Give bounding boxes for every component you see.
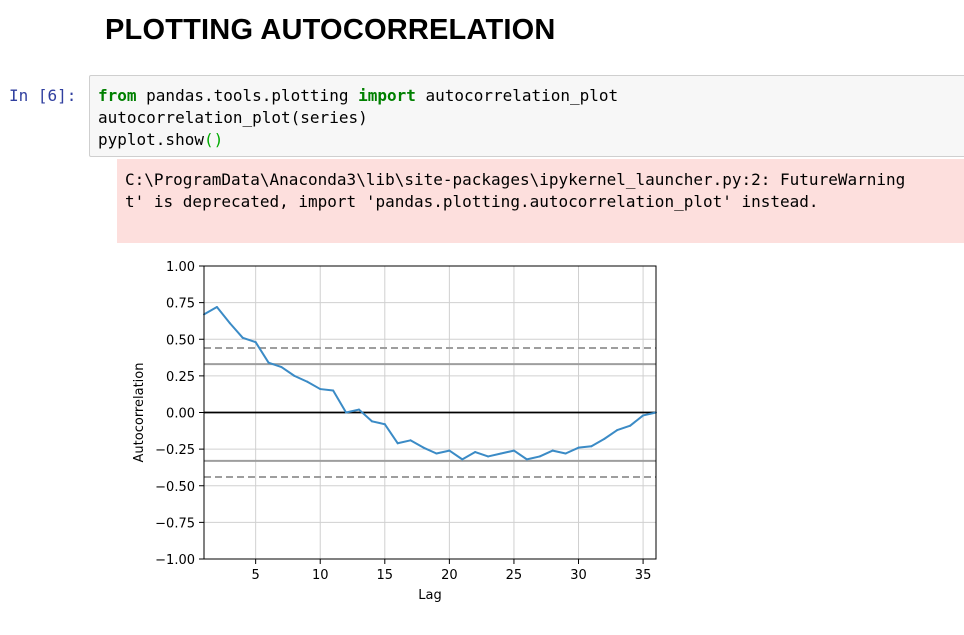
autocorrelation-segment [280, 366, 296, 377]
x-tick-label: 25 [506, 568, 523, 583]
autocorrelation-segment [267, 361, 283, 369]
x-tick-label: 10 [312, 568, 329, 583]
autocorrelation-segment [319, 388, 335, 392]
warning-output: C:\ProgramData\Anaconda3\lib\site-packag… [117, 159, 964, 243]
y-tick-label: 0.00 [166, 407, 195, 422]
y-tick-label: −1.00 [155, 553, 195, 568]
autocorrelation-segment [616, 424, 632, 432]
autocorrelation-segment [603, 429, 619, 440]
y-tick-label: −0.50 [155, 480, 195, 495]
y-tick-label: 0.25 [166, 370, 195, 385]
autocorrelation-segment [435, 449, 451, 455]
y-tick-label: 1.00 [166, 260, 195, 275]
warning-text: C:\ProgramData\Anaconda3\lib\site-packag… [125, 169, 905, 213]
y-axis-label: Autocorrelation [132, 363, 147, 463]
x-tick-label: 5 [252, 568, 260, 583]
code-line: autocorrelation_plot(series) [98, 107, 618, 129]
autocorrelation-segment [215, 306, 231, 325]
autocorrelation-segment [254, 341, 270, 364]
autocorrelation-segment [474, 451, 490, 458]
autocorrelation-segment [538, 449, 554, 458]
autocorrelation-segment [512, 449, 528, 461]
y-tick-label: −0.25 [155, 443, 195, 458]
autocorrelation-segment [383, 423, 399, 445]
autocorrelation-segment [357, 408, 373, 423]
code-token: import [358, 86, 416, 105]
y-tick-label: 0.75 [166, 297, 195, 312]
autocorrelation-segment [577, 445, 593, 449]
autocorrelation-segment [241, 336, 257, 344]
autocorrelation-segment [500, 449, 515, 455]
cell-prompt: In [6]: [9, 86, 77, 105]
x-tick-label: 15 [377, 568, 394, 583]
warning-line: t' is deprecated, import 'pandas.plottin… [125, 192, 819, 211]
y-tick-label: 0.50 [166, 333, 195, 348]
autocorrelation-segment [370, 420, 386, 426]
autocorrelation-segment [293, 374, 309, 383]
x-tick-label: 30 [570, 568, 587, 583]
autocorrelation-segment [409, 439, 425, 449]
code-token: () [203, 130, 224, 149]
code-line: pyplot.show() [98, 129, 618, 151]
autocorrelation-segment [487, 452, 503, 458]
autocorrelation-segment [642, 411, 657, 417]
autocorrelation-segment [461, 451, 477, 461]
code-line: from pandas.tools.plotting import autoco… [98, 85, 618, 107]
autocorrelation-segment [203, 306, 218, 316]
code-editor[interactable]: from pandas.tools.plotting import autoco… [98, 85, 618, 151]
autocorrelation-segment [629, 414, 645, 427]
y-tick-label: −0.75 [155, 516, 195, 531]
autocorrelation-segment [396, 439, 412, 445]
page-title: PLOTTING AUTOCORRELATION [105, 14, 556, 46]
autocorrelation-segment [306, 380, 322, 391]
autocorrelation-segment [332, 389, 348, 414]
x-axis-label: Lag [418, 588, 441, 603]
code-cell[interactable]: from pandas.tools.plotting import autoco… [89, 75, 964, 157]
code-token: autocorrelation_plot [415, 86, 619, 105]
autocorrelation-segment [448, 449, 464, 461]
x-tick-label: 35 [635, 568, 652, 583]
autocorrelation-segment [345, 408, 360, 414]
autocorrelation-segment [422, 446, 438, 455]
autocorrelation-segment [590, 437, 606, 448]
x-tick-label: 20 [441, 568, 458, 583]
autocorrelation-segment [525, 455, 541, 461]
autocorrelation-segment [551, 449, 567, 455]
warning-line: C:\ProgramData\Anaconda3\lib\site-packag… [125, 170, 906, 189]
code-token: pandas.tools.plotting [136, 86, 359, 105]
code-token: from [98, 86, 137, 105]
code-token: pyplot.show [98, 130, 204, 149]
autocorrelation-segment [228, 322, 244, 339]
autocorrelation-segment [564, 446, 580, 455]
code-token: autocorrelation_plot(series) [98, 108, 368, 127]
